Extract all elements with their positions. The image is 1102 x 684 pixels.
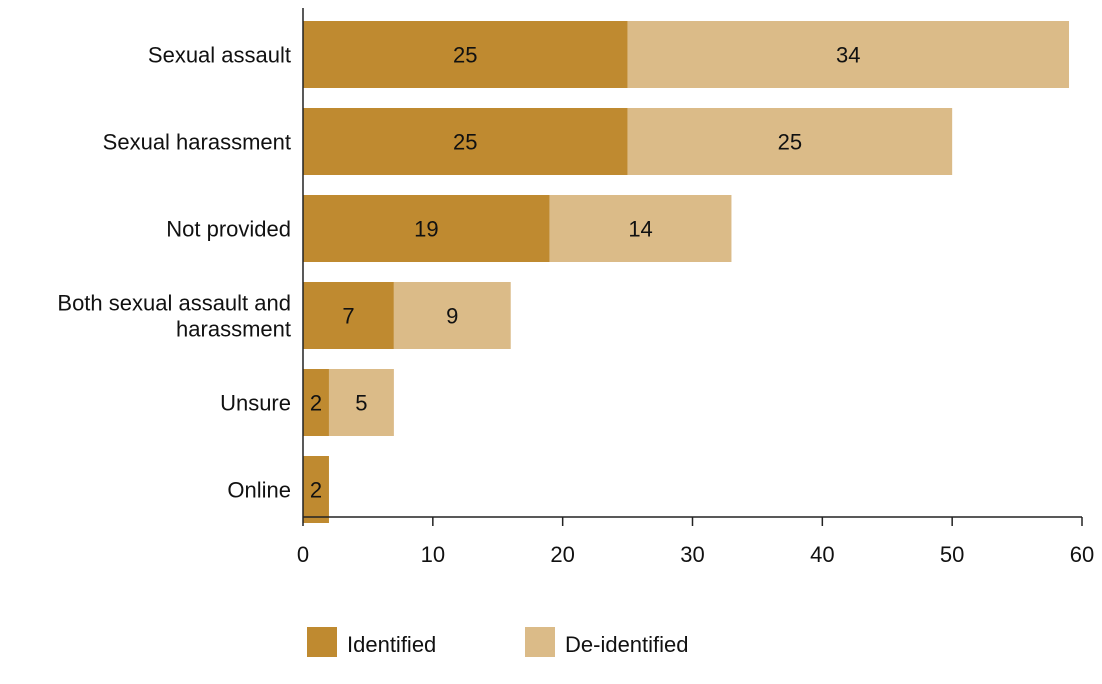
- bar-value-label: 14: [628, 217, 652, 242]
- bar-deidentified-0: [627, 21, 1070, 88]
- category-label-line: Sexual harassment: [103, 130, 291, 155]
- axis-layer: 0 10 20 30 40 50 60: [297, 8, 1094, 567]
- bar-value-label: 19: [414, 217, 438, 242]
- category-label-line: Unsure: [220, 391, 291, 416]
- legend: Identified De-identified: [307, 627, 689, 657]
- x-tick-label: 10: [421, 542, 445, 567]
- category-label: Unsure: [220, 391, 291, 416]
- bar-value-label: 25: [778, 130, 802, 155]
- bar-identified-4: [303, 369, 329, 436]
- category-label-line: Online: [227, 478, 291, 503]
- bar-identified-3: [303, 282, 394, 349]
- bar-value-label: 25: [453, 130, 477, 155]
- bar-deidentified-4: [328, 369, 394, 436]
- category-label: Sexual harassment: [103, 130, 291, 155]
- x-tick-label: 30: [680, 542, 704, 567]
- category-label-line: Sexual assault: [148, 43, 291, 68]
- x-tick-label: 60: [1070, 542, 1094, 567]
- category-label: Both sexual assault and harassment: [57, 291, 291, 342]
- bar-value-label: 7: [342, 304, 354, 329]
- bar-value-label: 34: [836, 43, 860, 68]
- bar-identified-5: [303, 456, 329, 523]
- bar-value-label: 9: [446, 304, 458, 329]
- x-tick-label: 0: [297, 542, 309, 567]
- bar-deidentified-2: [549, 195, 732, 262]
- category-label: Not provided: [166, 217, 291, 242]
- bar-value-label: 25: [453, 43, 477, 68]
- bar-value-label: 2: [310, 478, 322, 503]
- x-tick-label: 40: [810, 542, 834, 567]
- legend-swatch-deidentified: [525, 627, 555, 657]
- legend-swatch-identified: [307, 627, 337, 657]
- bar-deidentified-1: [627, 108, 953, 175]
- category-label-line: harassment: [176, 317, 291, 342]
- category-label-line: Both sexual assault and: [57, 291, 291, 316]
- category-label: Online: [227, 478, 291, 503]
- bar-deidentified-3: [393, 282, 511, 349]
- category-label: Sexual assault: [148, 43, 291, 68]
- x-tick-label: 50: [940, 542, 964, 567]
- bars-layer: [303, 21, 1070, 523]
- bar-identified-0: [303, 21, 628, 88]
- x-tick-label: 20: [550, 542, 574, 567]
- bar-identified-2: [303, 195, 550, 262]
- bar-value-label: 2: [310, 391, 322, 416]
- bar-value-label: 5: [355, 391, 367, 416]
- legend-label-identified: Identified: [347, 632, 436, 657]
- category-label-line: Not provided: [166, 217, 291, 242]
- legend-label-deidentified: De-identified: [565, 632, 689, 657]
- bar-identified-1: [303, 108, 628, 175]
